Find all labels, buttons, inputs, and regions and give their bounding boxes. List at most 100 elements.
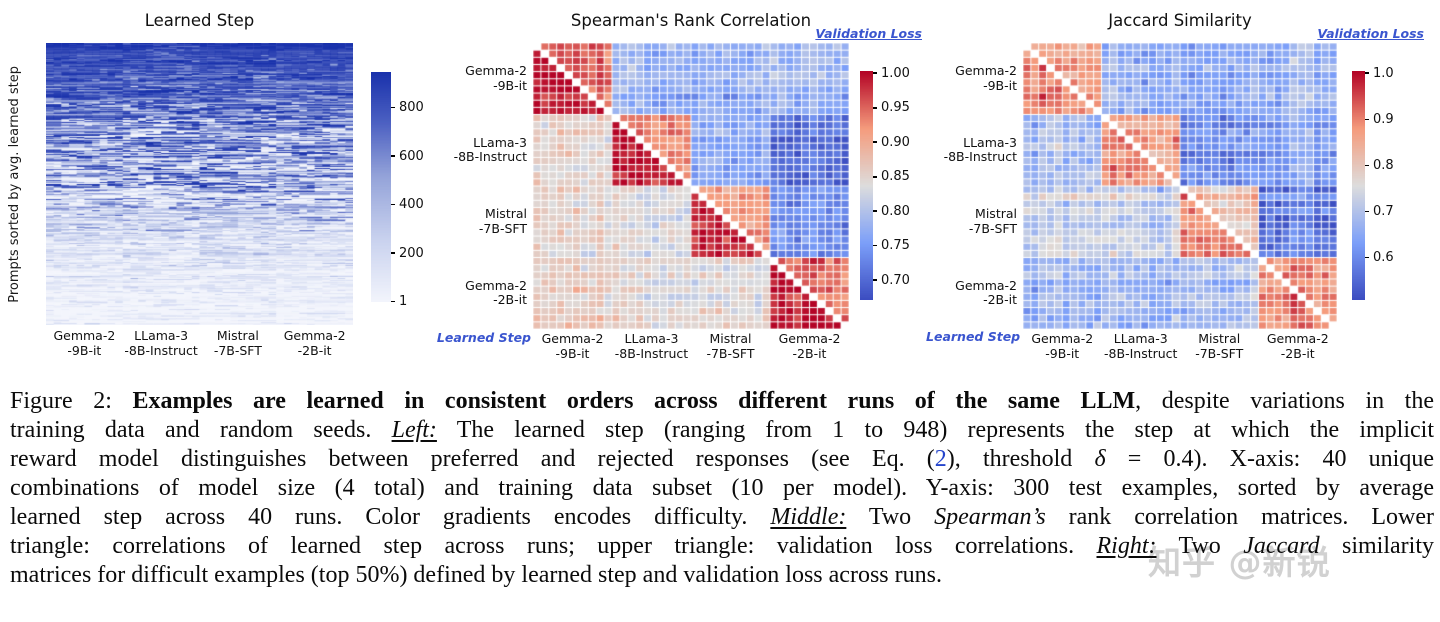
x-tick-line: LLama-3 [1113,331,1168,346]
colorbar-tick: 1.00 [873,66,910,81]
x-tick-line: -7B-SFT [706,345,755,361]
validation-loss-label-right: Validation Loss [1317,26,1424,41]
x-tick-label: Mistral -7B-SFT [671,331,791,361]
caption-segment: δ [1094,446,1106,472]
y-tick-line: Gemma-2 [955,277,1017,293]
colorbar-tick-mark [873,175,877,178]
colorbar-tick-label: 0.80 [881,203,910,219]
caption-segment: Figure 2: [10,388,133,414]
y-tick-line: -2B-it [983,292,1017,308]
colorbar-tick-mark [1365,256,1369,259]
caption-segment: training data and random seeds. [10,417,392,443]
caption-segment: learned step across 40 runs. Color gradi… [10,504,771,530]
colorbar-tick: 1 [391,294,407,309]
caption-line: training data and random seeds. Left: Th… [10,416,1434,445]
y-tick-line: -8B-Instruct [943,149,1017,165]
x-tick-line: -2B-it [1280,345,1315,361]
colorbar-tick-mark [873,72,877,75]
spearman-correlation-matrix [533,43,849,329]
x-tick-line: LLama-3 [134,328,189,343]
x-tick-label: Gemma-2 -2B-it [255,328,375,358]
x-tick-line: Mistral [709,331,752,346]
y-tick-label: Mistral -7B-SFT [427,207,527,236]
x-tick-label: Gemma-2 -9B-it [1002,331,1122,361]
colorbar-tick-label: 600 [399,148,424,164]
caption-segment: Right: [1096,533,1157,559]
validation-loss-label-middle: Validation Loss [815,26,922,41]
x-tick-line: Gemma-2 [778,331,841,346]
y-tick-label: Gemma-2 -2B-it [427,277,527,308]
colorbar-tick-label: 0.6 [1373,250,1394,266]
x-tick-line: -9B-it [67,342,102,358]
y-tick-label: Gemma-2 -2B-it [917,277,1017,308]
x-tick-label: LLama-3 -8B-Instruct [1081,331,1201,361]
x-tick-line: Mistral [1198,331,1241,346]
colorbar-tick-mark [391,300,395,303]
caption-segment: Left: [391,417,437,443]
caption-segment: Jaccard [1243,533,1320,559]
x-tick-line: -8B-Instruct [614,345,689,361]
x-tick-line: -2B-it [297,342,332,358]
left-y-axis-label-wrap: Prompts sorted by avg. learned step [4,43,24,325]
x-tick-line: -2B-it [792,345,827,361]
colorbar-tick-mark [1365,72,1369,75]
caption-line: Figure 2: Examples are learned in consis… [10,387,1434,416]
colorbar-tick: 0.80 [873,204,910,219]
x-tick-line: Gemma-2 [283,328,346,343]
learned-step-label-middle: Learned Step [436,330,531,345]
x-tick-label: Gemma-2 -2B-it [1238,331,1358,361]
colorbar-tick-mark [1365,210,1369,213]
y-tick-line: Mistral [485,206,527,222]
colorbar-tick-label: 0.8 [1373,157,1394,173]
colorbar-tick-mark [391,106,395,109]
colorbar-tick-mark [873,279,877,281]
caption-line: triangle: correlations of learned step a… [10,532,1434,561]
colorbar-tick: 0.95 [873,100,910,115]
y-tick-label: Gemma-2 -9B-it [917,64,1017,93]
middle-panel-title: Spearman's Rank Correlation [570,11,812,30]
colorbar-tick-mark [391,155,395,157]
y-tick-line: Gemma-2 [465,277,527,293]
caption-segment: Middle: [770,504,847,530]
x-tick-label: LLama-3 -8B-Instruct [592,331,712,361]
caption-line: reward model distinguishes between prefe… [10,445,1434,474]
caption-segment: Spearman’s [934,504,1046,530]
colorbar-tick-label: 800 [399,99,424,115]
y-tick-line: -7B-SFT [968,220,1017,236]
caption-line: matrices for difficult examples (top 50%… [10,561,1434,590]
caption-segment: triangle: correlations of learned step a… [10,533,1097,559]
caption-segment: Two [1156,533,1244,559]
zhihu-watermark: 知乎 @新锐 [1148,543,1331,582]
x-tick-label: Mistral -7B-SFT [178,328,298,358]
colorbar-tick: 800 [391,100,424,115]
y-tick-line: -7B-SFT [478,220,527,236]
colorbar-tick-mark [873,106,877,109]
caption-segment: The learned step (ranging from 1 to 948)… [436,417,1434,443]
colorbar-tick-mark [1365,118,1369,121]
x-tick-label: LLama-3 -8B-Instruct [101,328,221,358]
x-tick-line: Gemma-2 [1266,331,1329,346]
y-tick-label: LLama-3 -8B-Instruct [917,135,1017,165]
colorbar-tick-label: 0.75 [881,238,910,254]
colorbar-tick-label: 0.9 [1373,111,1394,127]
equation-link[interactable]: 2 [934,446,947,472]
colorbar-tick-label: 0.85 [881,169,910,185]
y-tick-line: -9B-it [493,77,527,93]
x-tick-line: Mistral [216,328,259,343]
colorbar-tick: 600 [391,149,424,164]
colorbar-tick-label: 0.7 [1373,203,1394,219]
colorbar-tick-label: 1.00 [881,65,910,81]
colorbar-tick: 200 [391,246,424,261]
x-tick-line: Gemma-2 [541,331,604,346]
caption-segment: combinations of model size (4 total) and… [10,475,1434,501]
colorbar-tick: 400 [391,197,424,212]
colorbar-tick-label: 0.90 [881,134,910,150]
colorbar-tick-mark [391,203,395,206]
colorbar-tick: 0.9 [1365,112,1394,127]
caption-segment: Two [846,504,935,530]
colorbar-tick: 0.70 [873,273,910,288]
x-tick-line: -8B-Instruct [124,342,198,358]
x-tick-label: Gemma-2 -2B-it [750,331,870,361]
colorbar-tick: 0.6 [1365,250,1394,265]
